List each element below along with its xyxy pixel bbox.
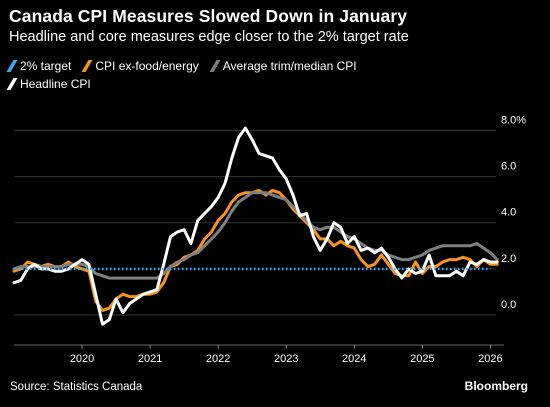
legend-item-trim-median: Average trim/median CPI <box>209 58 357 75</box>
y-tick-label-2: 4.0 <box>501 207 516 219</box>
brand-logo: Bloomberg <box>464 379 528 393</box>
legend-item-core: CPI ex-food/energy <box>81 58 199 75</box>
legend-item-target: 2% target <box>6 58 72 75</box>
x-tick-label-0: 2020 <box>70 353 94 365</box>
legend-label-headline: Headline CPI <box>20 76 91 91</box>
series-line-core <box>12 188 499 312</box>
y-tick-label-3: 2.0 <box>501 253 516 265</box>
y-tick-label-0: 8.0% <box>501 114 526 126</box>
series-line-headline <box>12 126 499 326</box>
x-tick-label-5: 2025 <box>410 353 434 365</box>
x-tick-label-3: 2023 <box>274 353 298 365</box>
legend-row-2: Headline CPI <box>6 75 530 93</box>
y-tick-label-1: 6.0 <box>501 161 516 173</box>
legend: 2% target CPI ex-food/energy Average tri… <box>6 57 530 93</box>
legend-item-headline: Headline CPI <box>6 76 91 93</box>
x-tick-label-4: 2024 <box>342 353 366 365</box>
x-tick-label-6: 2026 <box>478 353 502 365</box>
y-tick-label-4: 0.0 <box>501 299 516 311</box>
legend-row-1: 2% target CPI ex-food/energy Average tri… <box>6 57 530 75</box>
chart-title: Canada CPI Measures Slowed Down in Janua… <box>9 6 408 26</box>
x-tick-label-1: 2021 <box>138 353 162 365</box>
x-tick-label-2: 2022 <box>206 353 230 365</box>
source-note: Source: Statistics Canada <box>10 381 143 393</box>
chart-subtitle: Headline and core measures edge closer t… <box>9 29 409 45</box>
legend-label-target: 2% target <box>20 58 72 73</box>
legend-label-core: CPI ex-food/energy <box>95 58 199 73</box>
legend-label-trim-median: Average trim/median CPI <box>222 58 357 73</box>
series-line-trim-median <box>12 191 499 280</box>
